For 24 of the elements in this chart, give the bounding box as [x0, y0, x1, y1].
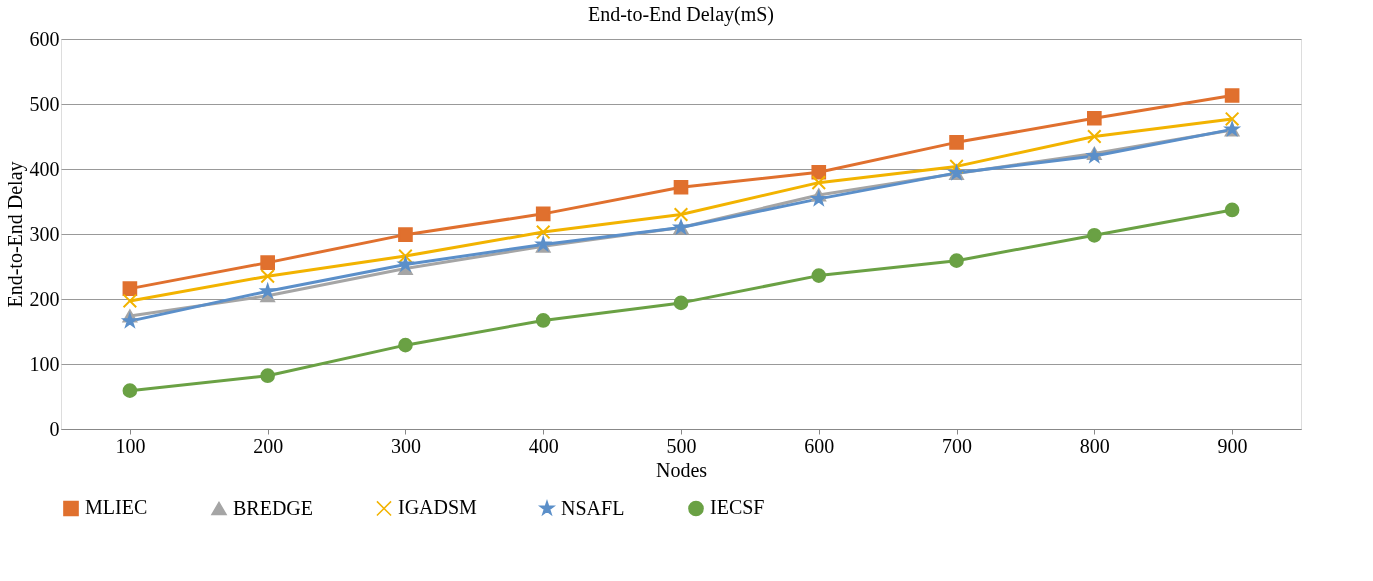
x-tick-label: 500: [666, 434, 697, 457]
x-tick-label: 600: [804, 434, 835, 457]
legend-label: MLIEC: [85, 496, 148, 519]
y-axis-title: End-to-End Delay: [3, 161, 27, 308]
y-tick-label: 600: [29, 27, 60, 50]
chart-title: End-to-End Delay(mS): [587, 3, 775, 26]
y-tick-label: 300: [29, 222, 60, 245]
y-tick-label: 400: [29, 157, 60, 180]
y-tick-label: 0: [49, 417, 60, 440]
x-axis-title: Nodes: [655, 458, 708, 481]
x-tick-label: 900: [1217, 434, 1248, 457]
legend-label: BREDGE: [233, 496, 313, 519]
x-tick-label: 400: [528, 434, 559, 457]
legend-label: NSAFL: [561, 496, 625, 519]
x-tick-label: 300: [390, 434, 421, 457]
x-tick-label: 800: [1079, 434, 1110, 457]
x-tick-label: 700: [942, 434, 973, 457]
x-tick-label: 200: [253, 434, 284, 457]
legend-label: IGADSM: [398, 496, 478, 519]
y-tick-label: 100: [29, 352, 60, 375]
x-tick-label: 100: [115, 434, 146, 457]
y-tick-label: 500: [29, 92, 60, 115]
y-tick-label: 200: [29, 287, 60, 310]
legend-label: IECSF: [710, 496, 765, 519]
